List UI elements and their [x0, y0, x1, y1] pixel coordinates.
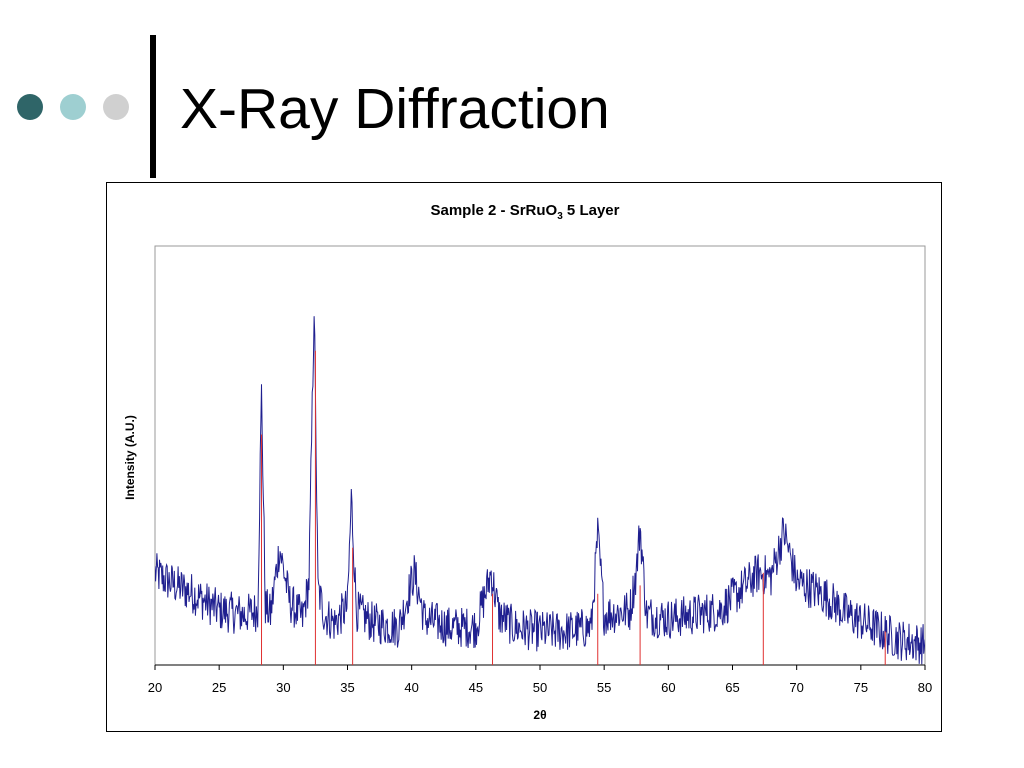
x-tick-label: 30: [276, 680, 290, 695]
bullet-dot-dark: [17, 94, 43, 120]
xrd-pattern-line: [155, 316, 925, 665]
chart-title-main: Sample 2 - SrRuO: [430, 202, 558, 219]
chart-frame: Sample 2 - SrRuO3 5 Layer 20 25 30 35 40 45 50…: [106, 182, 942, 732]
bullet-dot-teal: [60, 94, 86, 120]
x-tick-label: 65: [725, 680, 739, 695]
x-tick-label: 70: [789, 680, 803, 695]
x-tick-label: 40: [404, 680, 418, 695]
x-tick-label: 55: [597, 680, 611, 695]
chart-title: Sample 2 - SrRuO3 5 Layer: [107, 202, 943, 222]
slide-title: X-Ray Diffraction: [180, 77, 610, 141]
x-axis-label: 2θ: [533, 708, 546, 722]
chart-title-subscript: 3: [557, 211, 563, 222]
xrd-chart: 20 25 30 35 40 45 50 55 60 65 70 75 80 2θ Intensity (A…: [123, 245, 932, 722]
x-tick-label: 45: [469, 680, 483, 695]
x-tick-label: 80: [918, 680, 932, 695]
chart-title-suffix: 5 Layer: [562, 202, 620, 219]
x-tick-label: 20: [148, 680, 162, 695]
title-divider-bar: [150, 35, 156, 178]
x-tick-label: 25: [212, 680, 226, 695]
x-tick-label: 60: [661, 680, 675, 695]
x-tick-label: 75: [854, 680, 868, 695]
y-axis-label: Intensity (A.U.): [123, 415, 137, 500]
bullet-dot-gray: [103, 94, 129, 120]
x-tick-label: 35: [340, 680, 354, 695]
x-tick-label: 50: [533, 680, 547, 695]
